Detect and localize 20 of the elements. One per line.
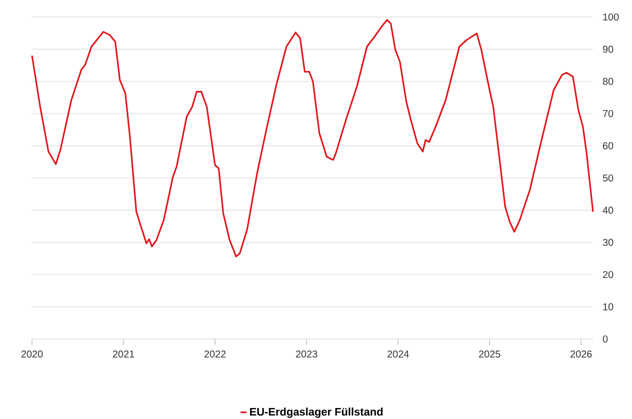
y-tick-label: 60: [602, 142, 614, 150]
y-tick-label: 40: [602, 206, 614, 214]
y-tick-label: 90: [602, 46, 614, 53]
legend-label: EU-Erdgaslager Füllstand: [250, 408, 383, 418]
x-tick-label: 2025: [479, 350, 500, 358]
y-tick-label: 80: [602, 78, 614, 85]
y-tick-label: 30: [602, 238, 614, 246]
x-tick-label: 2021: [112, 350, 134, 358]
y-tick-label: 70: [602, 110, 614, 118]
y-tick-label: 50: [602, 174, 614, 182]
y-tick-label: 20: [602, 271, 614, 278]
y-tick-label: 0: [602, 335, 608, 343]
x-tick-label: 2023: [296, 350, 318, 358]
x-tick-label: 2024: [387, 350, 409, 358]
x-tick-label: 2020: [21, 350, 43, 358]
x-tick-label: 2026: [570, 350, 592, 358]
line-series: [31, 19, 594, 258]
y-tick-label: 10: [603, 303, 614, 310]
x-tick-label: 2022: [204, 350, 226, 358]
y-tick-label: 100: [603, 13, 619, 21]
